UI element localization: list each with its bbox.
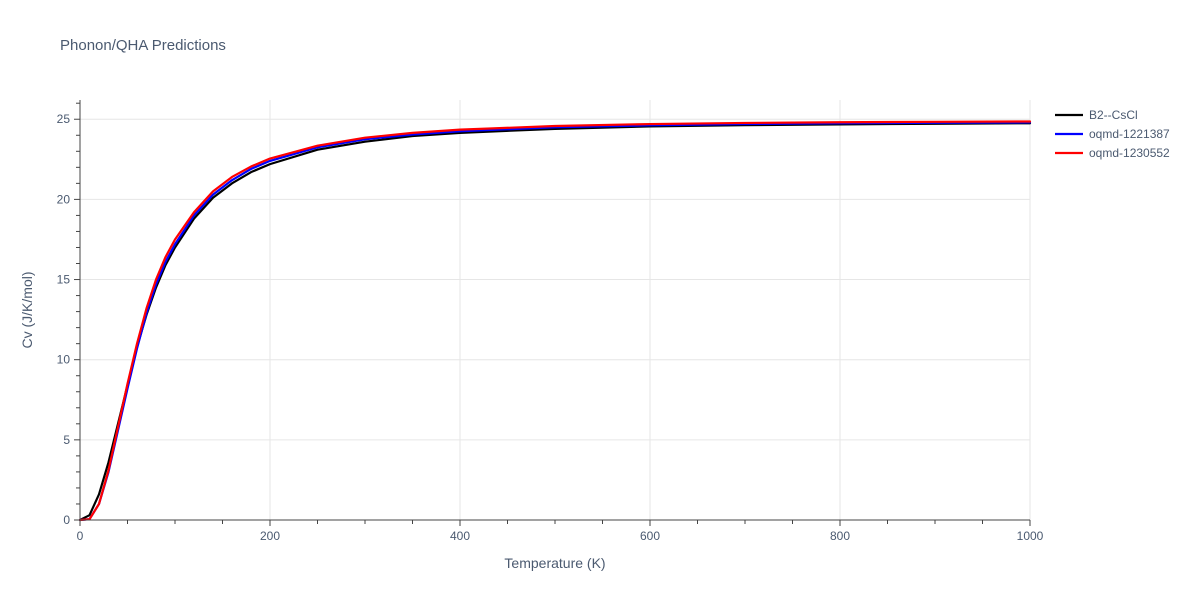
axes: 0 200 400 600 800 1000 0 5 10 15 20 25: [57, 100, 1044, 543]
x-tick-label: 200: [260, 529, 280, 543]
y-tick-label: 15: [57, 273, 71, 287]
x-tick-label: 0: [77, 529, 84, 543]
legend-label: oqmd-1221387: [1089, 127, 1170, 141]
y-tick-label: 20: [57, 192, 71, 206]
gridlines: [80, 100, 1031, 520]
y-axis-title: Cv (J/K/mol): [19, 272, 35, 349]
legend-label: B2--CsCl: [1089, 108, 1138, 122]
legend-item[interactable]: oqmd-1230552: [1055, 146, 1170, 160]
x-tick-label: 800: [830, 529, 850, 543]
series-line-oqmd-1221387: [78, 121, 1032, 522]
x-tick-label: 1000: [1017, 529, 1044, 543]
legend-item[interactable]: oqmd-1221387: [1055, 127, 1170, 141]
y-tick-label: 0: [63, 513, 70, 527]
series-layer: [78, 120, 1032, 522]
series-line-b2-cscl: [78, 122, 1032, 522]
x-axis-title: Temperature (K): [504, 555, 605, 571]
legend-label: oqmd-1230552: [1089, 146, 1170, 160]
y-tick-label: 10: [57, 353, 71, 367]
x-tick-label: 400: [450, 529, 470, 543]
y-tick-label: 25: [57, 112, 71, 126]
series-line-oqmd-1230552: [78, 120, 1032, 522]
legend-item[interactable]: B2--CsCl: [1055, 108, 1138, 122]
chart-title: Phonon/QHA Predictions: [60, 37, 226, 54]
y-tick-label: 5: [63, 433, 70, 447]
legend: B2--CsCl oqmd-1221387 oqmd-1230552: [1055, 108, 1170, 160]
x-tick-label: 600: [640, 529, 660, 543]
